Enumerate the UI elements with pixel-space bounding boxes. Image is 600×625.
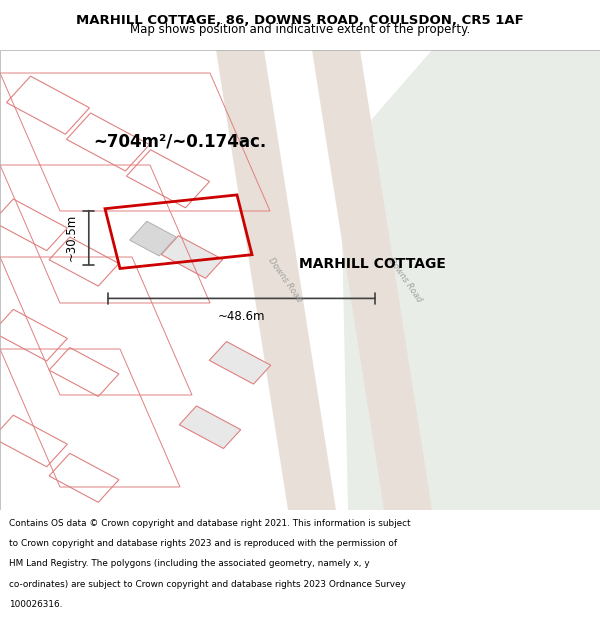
- Text: ~30.5m: ~30.5m: [64, 214, 77, 261]
- Polygon shape: [0, 415, 67, 467]
- Text: ~48.6m: ~48.6m: [218, 310, 265, 323]
- Polygon shape: [216, 50, 336, 510]
- Text: ~704m²/~0.174ac.: ~704m²/~0.174ac.: [94, 133, 266, 151]
- Polygon shape: [0, 309, 67, 361]
- Polygon shape: [0, 199, 67, 251]
- Text: 100026316.: 100026316.: [9, 600, 62, 609]
- Text: to Crown copyright and database rights 2023 and is reproduced with the permissio: to Crown copyright and database rights 2…: [9, 539, 397, 548]
- Text: Downs Road: Downs Road: [386, 256, 424, 304]
- Polygon shape: [130, 221, 176, 256]
- Text: Downs Road: Downs Road: [266, 256, 304, 304]
- Polygon shape: [312, 50, 432, 510]
- Polygon shape: [49, 237, 119, 286]
- Polygon shape: [67, 113, 149, 171]
- Text: Map shows position and indicative extent of the property.: Map shows position and indicative extent…: [130, 23, 470, 36]
- Text: HM Land Registry. The polygons (including the associated geometry, namely x, y: HM Land Registry. The polygons (includin…: [9, 559, 370, 569]
- Polygon shape: [179, 406, 241, 449]
- Polygon shape: [49, 453, 119, 503]
- Text: MARHILL COTTAGE: MARHILL COTTAGE: [299, 257, 445, 271]
- Text: co-ordinates) are subject to Crown copyright and database rights 2023 Ordnance S: co-ordinates) are subject to Crown copyr…: [9, 579, 406, 589]
- Text: MARHILL COTTAGE, 86, DOWNS ROAD, COULSDON, CR5 1AF: MARHILL COTTAGE, 86, DOWNS ROAD, COULSDO…: [76, 14, 524, 27]
- Polygon shape: [161, 236, 223, 278]
- Polygon shape: [342, 50, 600, 510]
- Polygon shape: [49, 348, 119, 396]
- Polygon shape: [7, 76, 89, 134]
- Polygon shape: [127, 150, 209, 208]
- Polygon shape: [209, 341, 271, 384]
- Text: Contains OS data © Crown copyright and database right 2021. This information is : Contains OS data © Crown copyright and d…: [9, 519, 410, 528]
